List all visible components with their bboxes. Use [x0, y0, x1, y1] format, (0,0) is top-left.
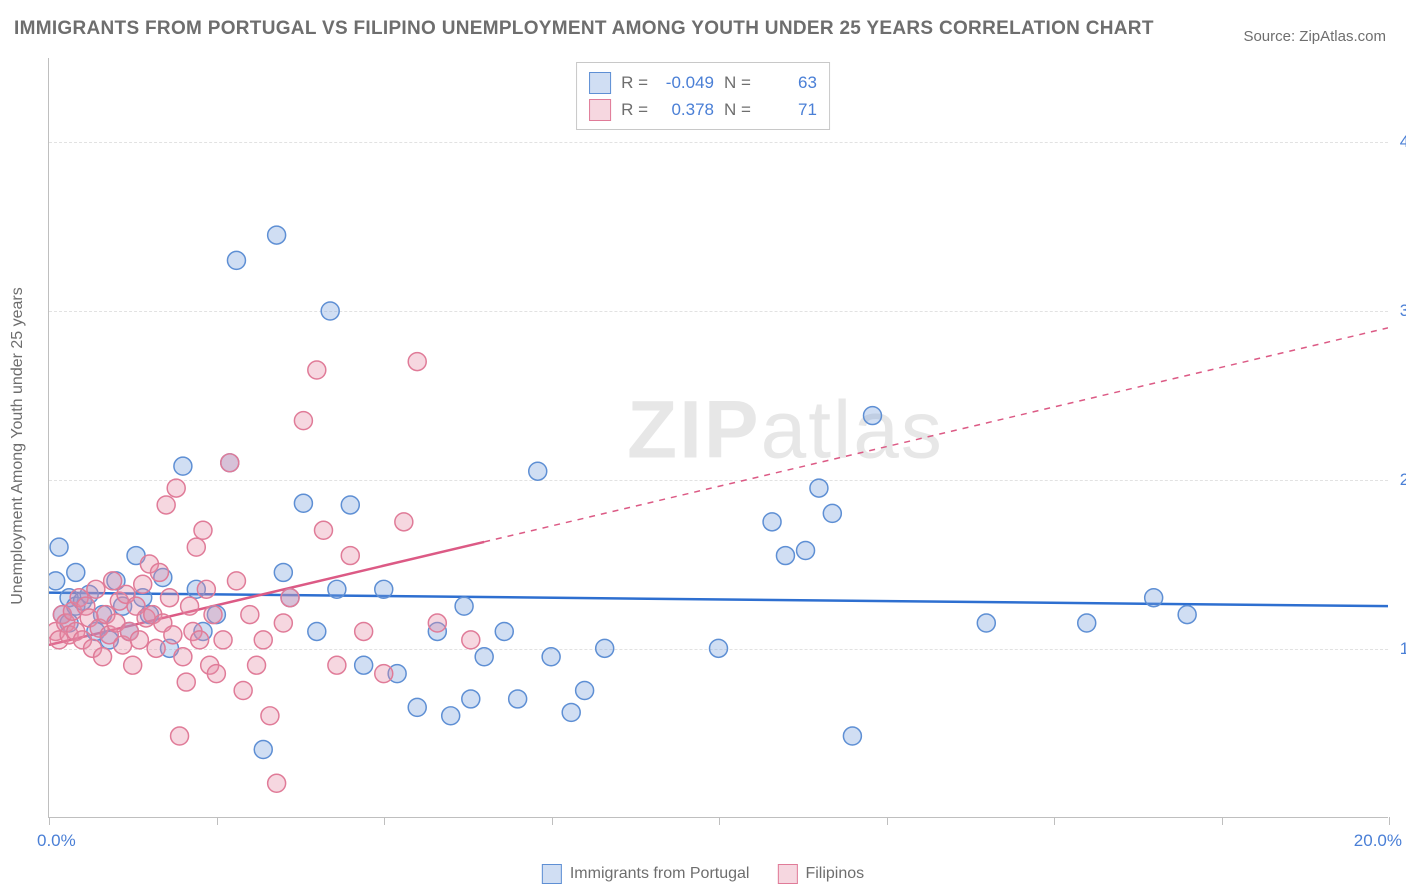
- correlation-row-filipinos: R = 0.378 N = 71: [589, 96, 817, 123]
- n-value-filipinos: 71: [761, 96, 817, 123]
- x-tick: [552, 817, 553, 825]
- r-value-portugal: -0.049: [658, 69, 714, 96]
- x-tick: [217, 817, 218, 825]
- swatch-filipinos: [589, 99, 611, 121]
- x-tick: [1222, 817, 1223, 825]
- r-label: R =: [621, 96, 648, 123]
- correlation-legend: R = -0.049 N = 63 R = 0.378 N = 71: [576, 62, 830, 130]
- correlation-row-portugal: R = -0.049 N = 63: [589, 69, 817, 96]
- series-legend: Immigrants from Portugal Filipinos: [542, 864, 864, 884]
- x-tick: [49, 817, 50, 825]
- swatch-portugal: [589, 72, 611, 94]
- chart-container: IMMIGRANTS FROM PORTUGAL VS FILIPINO UNE…: [0, 0, 1406, 892]
- legend-label-filipinos: Filipinos: [805, 865, 864, 882]
- r-label: R =: [621, 69, 648, 96]
- legend-item-filipinos: Filipinos: [777, 864, 864, 884]
- chart-title: IMMIGRANTS FROM PORTUGAL VS FILIPINO UNE…: [14, 18, 1154, 40]
- x-tick: [719, 817, 720, 825]
- plot-area: ZIPatlas 0.0% 20.0% 10.0%20.0%30.0%40.0%: [48, 58, 1388, 818]
- swatch-portugal-bottom: [542, 864, 562, 884]
- legend-label-portugal: Immigrants from Portugal: [570, 865, 750, 882]
- swatch-filipinos-bottom: [777, 864, 797, 884]
- x-tick: [1054, 817, 1055, 825]
- x-tick: [384, 817, 385, 825]
- scatter-plot-svg: [49, 58, 1388, 817]
- source-attribution: Source: ZipAtlas.com: [1243, 28, 1386, 45]
- y-tick-label: 10.0%: [1400, 639, 1406, 659]
- x-axis-min-label: 0.0%: [37, 831, 76, 851]
- y-axis-title: Unemployment Among Youth under 25 years: [9, 287, 27, 605]
- y-tick-label: 40.0%: [1400, 132, 1406, 152]
- x-axis-max-label: 20.0%: [1354, 831, 1402, 851]
- y-tick-label: 30.0%: [1400, 301, 1406, 321]
- x-tick: [1389, 817, 1390, 825]
- r-value-filipinos: 0.378: [658, 96, 714, 123]
- y-tick-label: 20.0%: [1400, 470, 1406, 490]
- x-tick: [887, 817, 888, 825]
- n-label: N =: [724, 69, 751, 96]
- n-label: N =: [724, 96, 751, 123]
- legend-item-portugal: Immigrants from Portugal: [542, 864, 750, 884]
- n-value-portugal: 63: [761, 69, 817, 96]
